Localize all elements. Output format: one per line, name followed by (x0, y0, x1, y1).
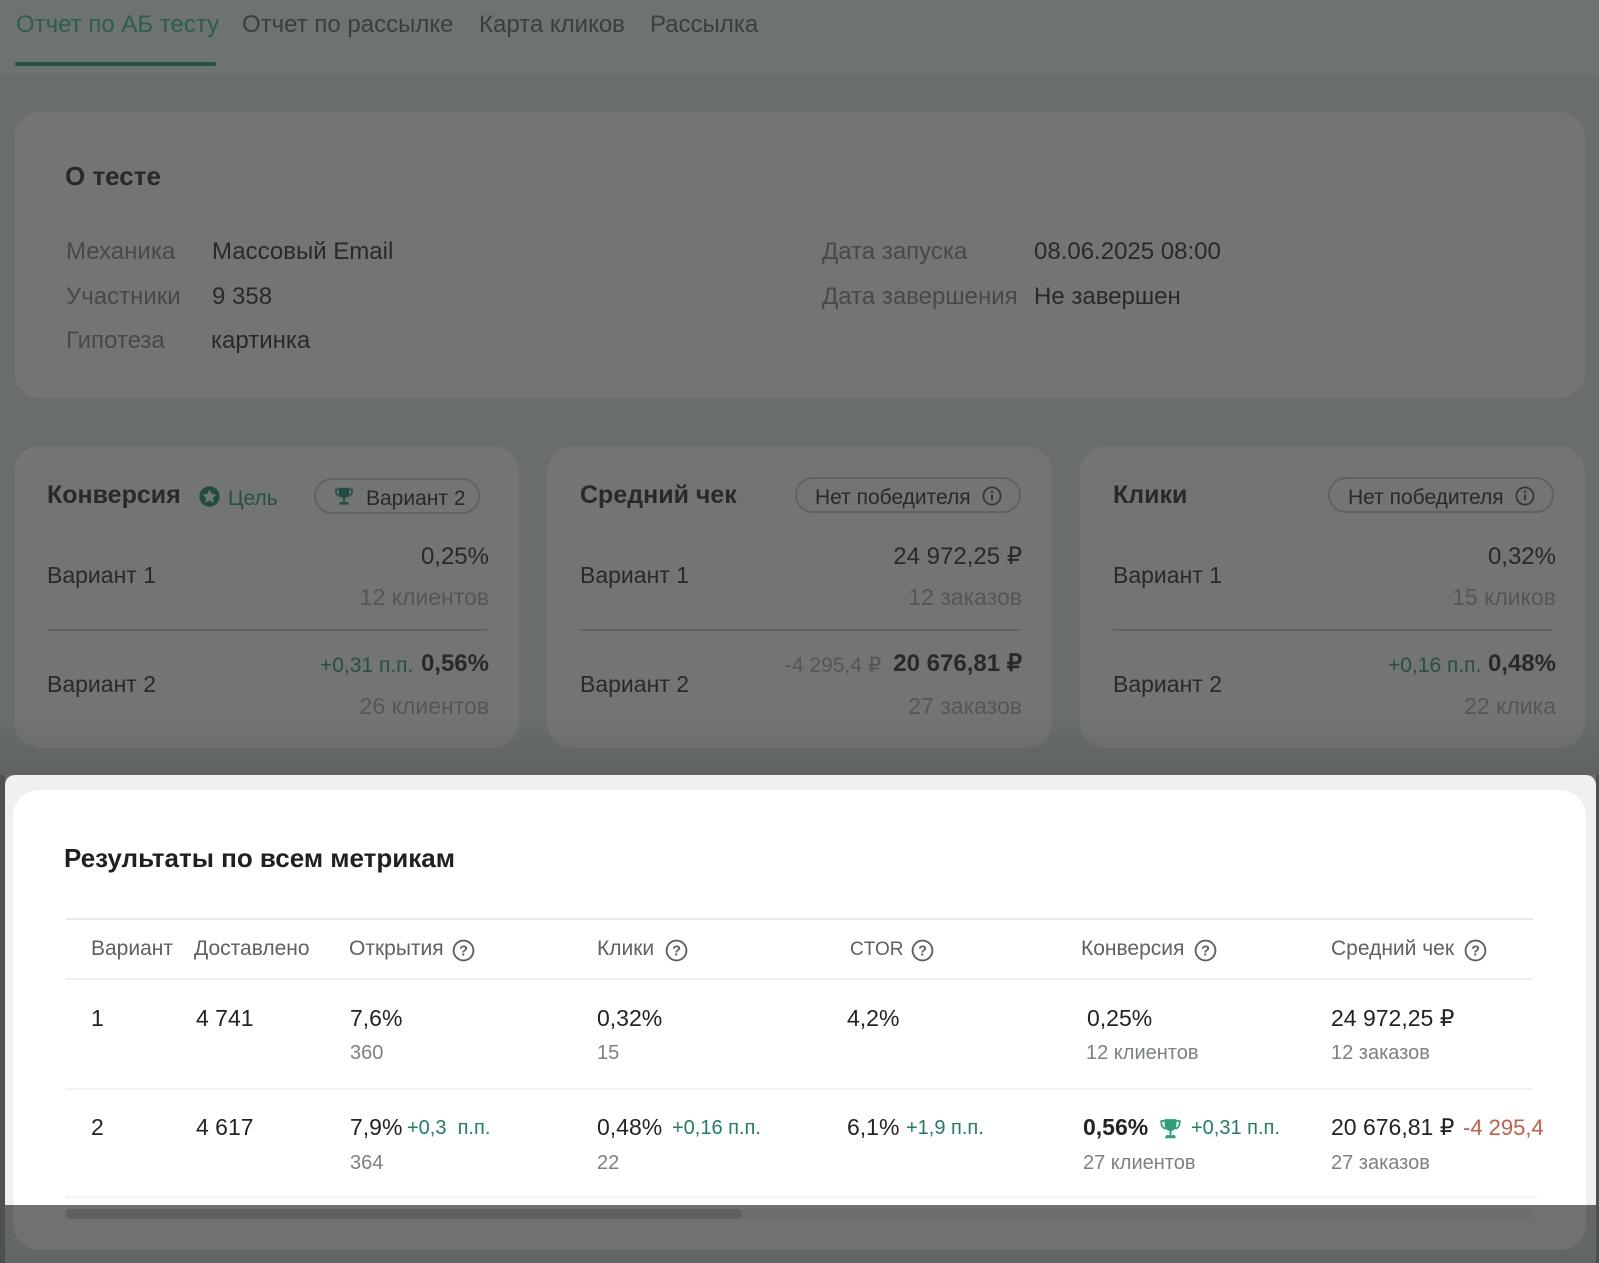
svg-text:?: ? (1201, 943, 1210, 959)
svg-text:?: ? (1471, 943, 1480, 959)
svg-text:?: ? (459, 943, 468, 959)
svg-text:?: ? (672, 943, 681, 959)
svg-text:?: ? (918, 943, 927, 959)
